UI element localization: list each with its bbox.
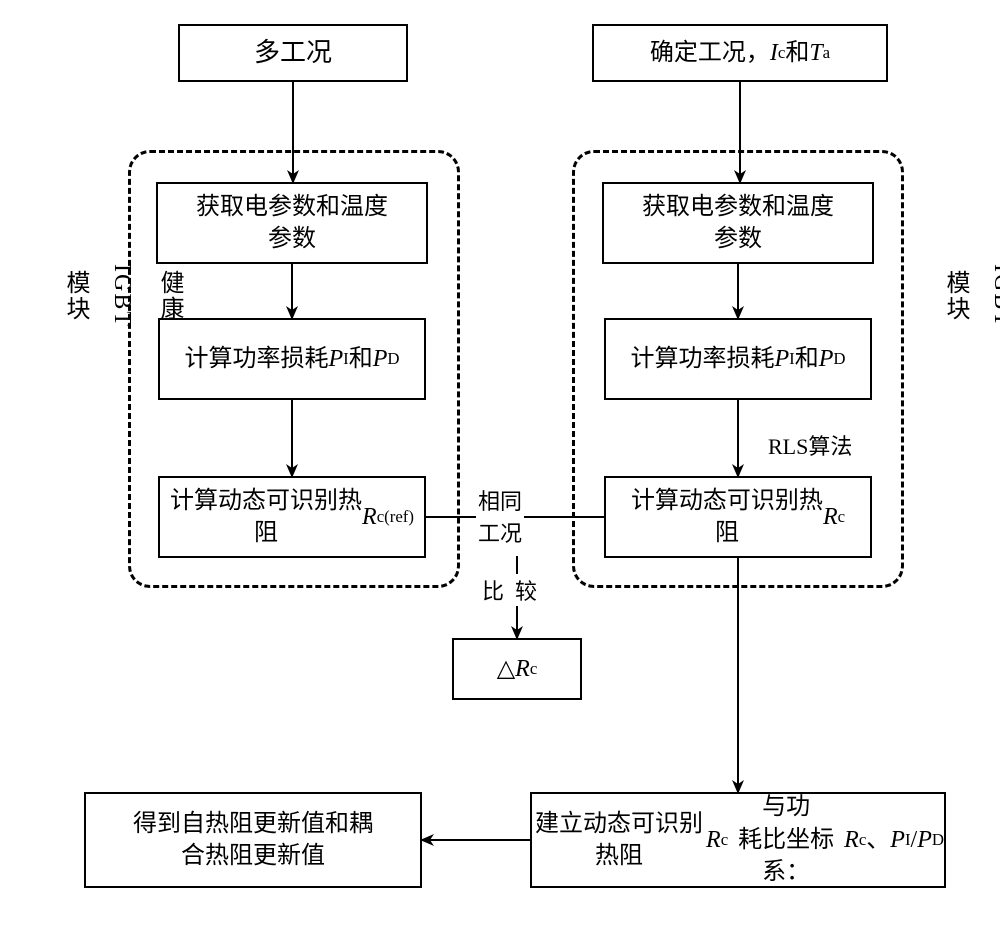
node-left-params: 获取电参数和温度参数 bbox=[156, 182, 428, 264]
node-right-power: 计算功率损耗PI和PD bbox=[604, 318, 872, 400]
node-left-power: 计算功率损耗PI和PD bbox=[158, 318, 426, 400]
node-left-rc: 计算动态可识别热阻Rc(ref) bbox=[158, 476, 426, 558]
edgelabel-compare: 比 较 bbox=[480, 574, 539, 606]
sidelabel-left: 健康IGBT模块 bbox=[60, 270, 184, 322]
node-bot-right: 建立动态可识别热阻Rc与功耗比坐标系：Rc、PI/PD bbox=[530, 792, 946, 888]
node-top-right: 确定工况，Ic和Ta bbox=[592, 24, 888, 82]
node-right-params: 获取电参数和温度参数 bbox=[602, 182, 874, 264]
node-top-left: 多工况 bbox=[178, 24, 408, 82]
edgelabel-same: 相同工况 bbox=[476, 484, 524, 548]
node-delta-rc: △Rc bbox=[452, 638, 582, 700]
edgelabel-rls: RLS算法 bbox=[766, 429, 854, 461]
node-bot-left: 得到自热阻更新值和耦合热阻更新值 bbox=[84, 792, 422, 888]
node-right-rc: 计算动态可识别热阻Rc bbox=[604, 476, 872, 558]
sidelabel-right: 待测IGBT模块 bbox=[940, 270, 1000, 322]
